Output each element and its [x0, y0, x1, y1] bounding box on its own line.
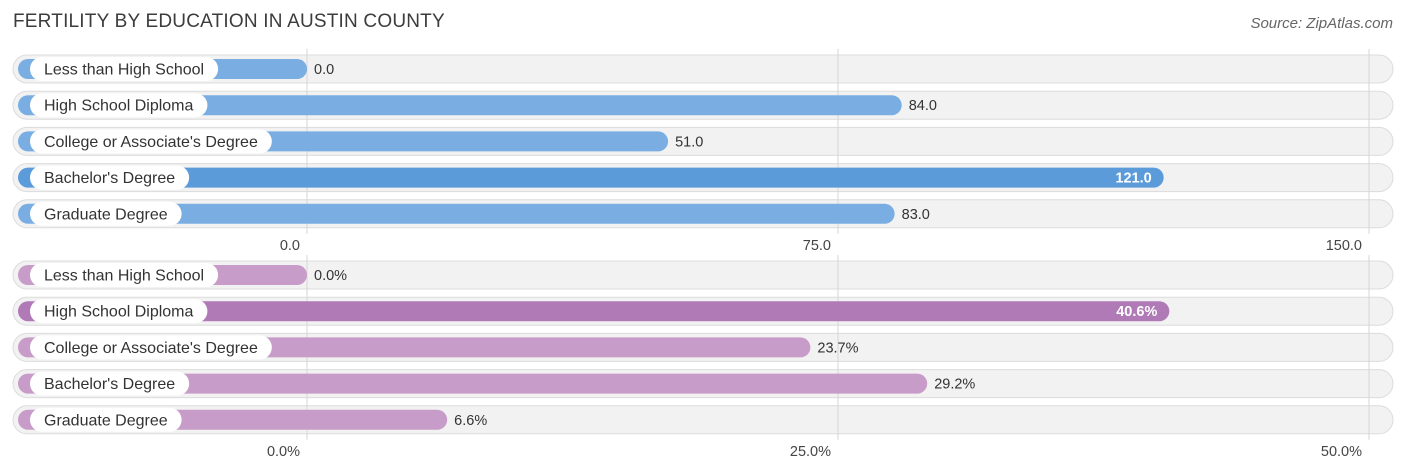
- category-label-pill: [30, 407, 182, 432]
- value-label: 51.0: [675, 134, 703, 150]
- chart-panel-2: Less than High School 0.0% High School Dip…: [12, 255, 1394, 460]
- category-label: High School Diploma: [44, 98, 194, 115]
- value-label: 0.0%: [314, 268, 347, 284]
- category-label-pill: [30, 371, 190, 396]
- bar: [18, 167, 1164, 188]
- value-label: 23.7%: [817, 340, 858, 356]
- category-label-pill: [30, 93, 208, 118]
- value-label: 29.2%: [934, 377, 975, 393]
- value-label: 6.6%: [454, 413, 487, 429]
- tick-label: 150.0: [1326, 238, 1362, 254]
- category-label: Bachelor's Degree: [44, 170, 175, 187]
- chart-title: FERTILITY BY EDUCATION IN AUSTIN COUNTY: [13, 11, 445, 32]
- source-label: Source: ZipAtlas.com: [1250, 15, 1393, 32]
- bar: [18, 301, 1170, 322]
- bar: [18, 95, 902, 116]
- category-label-pill: [30, 335, 272, 360]
- category-label: College or Associate's Degree: [44, 134, 258, 151]
- row-background: [12, 260, 1394, 290]
- category-label: High School Diploma: [44, 304, 194, 321]
- category-label: Less than High School: [44, 62, 204, 79]
- category-label: Graduate Degree: [44, 206, 168, 223]
- row-background: [12, 54, 1394, 84]
- tick-label: 50.0%: [1321, 444, 1362, 460]
- category-label-pill: [30, 57, 219, 81]
- chart-panel-1: Less than High School 0.0 High School Dipl…: [12, 49, 1394, 254]
- tick-label: 0.0%: [267, 444, 300, 460]
- value-label: 84.0: [909, 98, 937, 114]
- bar: [18, 203, 895, 224]
- value-label: 121.0: [1115, 171, 1151, 187]
- category-label-pill: [30, 129, 272, 154]
- value-label: 83.0: [902, 207, 930, 223]
- bar: [18, 373, 928, 394]
- category-label: Bachelor's Degree: [44, 376, 175, 393]
- category-label: Less than High School: [44, 268, 204, 285]
- category-label: Graduate Degree: [44, 412, 168, 429]
- category-label: College or Associate's Degree: [44, 340, 258, 357]
- tick-label: 75.0: [803, 238, 831, 254]
- tick-label: 25.0%: [790, 444, 831, 460]
- category-label-pill: [30, 299, 208, 324]
- category-label-pill: [30, 165, 190, 190]
- value-label: 0.0: [314, 62, 334, 78]
- category-label-pill: [30, 263, 219, 287]
- tick-label: 0.0: [280, 238, 300, 254]
- category-label-pill: [30, 201, 182, 226]
- value-label: 40.6%: [1116, 304, 1157, 320]
